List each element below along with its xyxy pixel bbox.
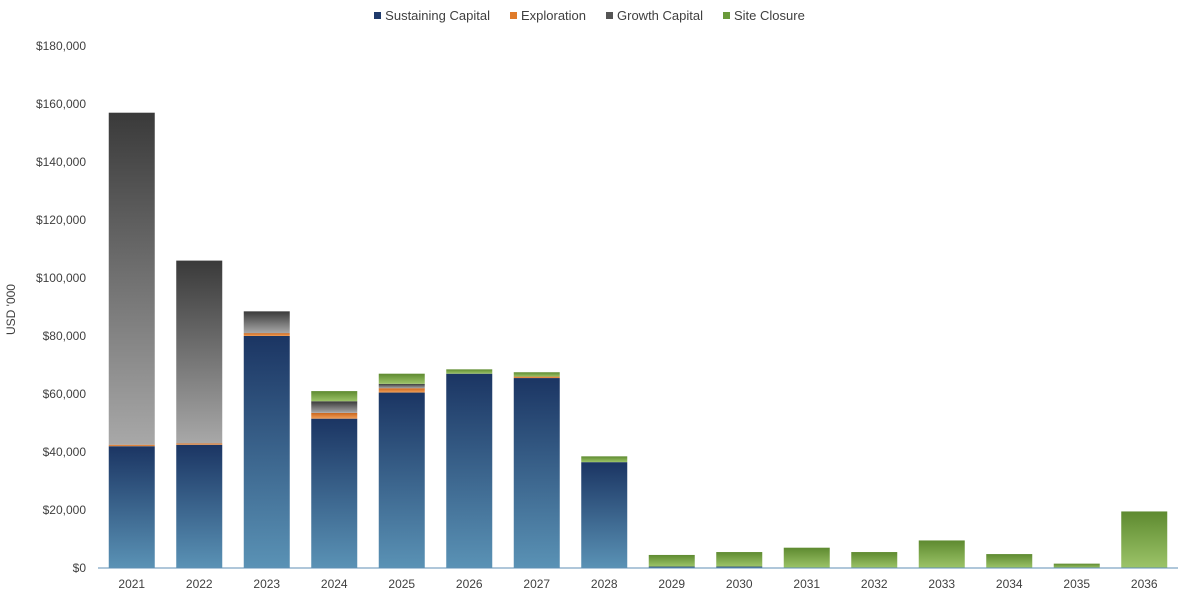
bar-segment-exploration-2022 xyxy=(176,443,223,445)
y-tick-label: $100,000 xyxy=(36,271,86,285)
chart-legend: Sustaining Capital Exploration Growth Capi… xyxy=(0,8,1179,23)
legend-item-growth-capital: Growth Capital xyxy=(606,8,703,23)
legend-label: Sustaining Capital xyxy=(385,8,490,23)
x-tick-label: 2029 xyxy=(658,577,685,591)
bar-segment-exploration-2024 xyxy=(311,412,358,419)
bar-segment-growth-capital-2024 xyxy=(311,401,358,413)
legend-swatch xyxy=(723,12,730,19)
legend-item-site-closure: Site Closure xyxy=(723,8,805,23)
x-tick-label: 2022 xyxy=(186,577,213,591)
bar-segment-site-closure-2029 xyxy=(648,554,695,567)
legend-item-sustaining-capital: Sustaining Capital xyxy=(374,8,490,23)
x-tick-label: 2027 xyxy=(523,577,550,591)
x-tick-label: 2028 xyxy=(591,577,618,591)
y-tick-label: $80,000 xyxy=(43,329,87,343)
legend-swatch xyxy=(374,12,382,19)
bar-segment-sustaining-capital-2021 xyxy=(108,446,155,568)
bar-segment-sustaining-capital-2023 xyxy=(243,336,290,568)
bar-segment-site-closure-2035 xyxy=(1053,563,1100,568)
bar-segment-sustaining-capital-2022 xyxy=(176,444,223,568)
legend-label: Exploration xyxy=(520,8,587,23)
bar-segment-exploration-2021 xyxy=(108,444,155,447)
bar-segment-sustaining-capital-2030 xyxy=(716,566,763,568)
bar-segment-site-closure-2033 xyxy=(918,540,965,568)
bar-segment-exploration-2027 xyxy=(513,376,560,379)
bar-segment-exploration-2025 xyxy=(378,388,425,393)
x-tick-label: 2035 xyxy=(1063,577,1090,591)
bar-segment-growth-capital-2022 xyxy=(176,260,223,444)
bars-group xyxy=(108,112,1168,568)
y-tick-label: $40,000 xyxy=(43,445,87,459)
y-axis: $0 $20,000 $40,000 $60,000 $80,000 $100,000 $1… xyxy=(36,39,86,575)
x-tick-label: 2033 xyxy=(928,577,955,591)
bar-segment-sustaining-capital-2027 xyxy=(513,378,560,568)
bar-segment-site-closure-2026 xyxy=(446,369,493,374)
bar-segment-site-closure-2036 xyxy=(1121,511,1168,568)
legend-swatch xyxy=(509,12,517,19)
y-tick-label: $120,000 xyxy=(36,213,86,227)
bar-segment-site-closure-2034 xyxy=(986,554,1033,568)
legend-label: Site Closure xyxy=(734,8,805,23)
bar-segment-sustaining-capital-2026 xyxy=(446,373,493,568)
x-tick-label: 2034 xyxy=(996,577,1023,591)
bar-segment-site-closure-2031 xyxy=(783,547,830,568)
x-tick-label: 2024 xyxy=(321,577,348,591)
x-tick-label: 2023 xyxy=(253,577,280,591)
y-tick-label: $20,000 xyxy=(43,503,87,517)
y-tick-label: $160,000 xyxy=(36,97,86,111)
y-tick-label: $0 xyxy=(73,561,87,575)
legend-label: Growth Capital xyxy=(617,8,703,23)
bar-segment-site-closure-2032 xyxy=(851,552,898,568)
bar-segment-site-closure-2025 xyxy=(378,373,425,384)
x-tick-label: 2032 xyxy=(861,577,888,591)
y-tick-label: $60,000 xyxy=(43,387,87,401)
x-tick-label: 2025 xyxy=(388,577,415,591)
y-tick-label: $180,000 xyxy=(36,39,86,53)
bar-segment-site-closure-2027 xyxy=(513,372,560,377)
bar-segment-sustaining-capital-2024 xyxy=(311,418,358,568)
bar-segment-growth-capital-2023 xyxy=(243,311,290,334)
legend-item-exploration: Exploration xyxy=(509,8,587,23)
x-tick-label: 2030 xyxy=(726,577,753,591)
bar-segment-growth-capital-2025 xyxy=(378,383,425,389)
bar-segment-site-closure-2028 xyxy=(581,456,628,463)
x-tick-label: 2036 xyxy=(1131,577,1158,591)
x-axis: 2021 2022 2023 2024 2025 2026 2027 2028 2029 2030… xyxy=(98,567,1178,591)
y-tick-label: $140,000 xyxy=(36,155,86,169)
legend-swatch xyxy=(606,12,614,19)
bar-segment-sustaining-capital-2028 xyxy=(581,462,628,568)
bar-segment-sustaining-capital-2029 xyxy=(648,566,695,568)
bar-segment-sustaining-capital-2025 xyxy=(378,392,425,568)
bar-segment-site-closure-2024 xyxy=(311,391,358,402)
x-tick-label: 2031 xyxy=(793,577,820,591)
bar-segment-growth-capital-2021 xyxy=(108,112,155,445)
bar-segment-site-closure-2030 xyxy=(716,552,763,567)
x-tick-label: 2026 xyxy=(456,577,483,591)
x-tick-label: 2021 xyxy=(118,577,145,591)
bar-segment-exploration-2023 xyxy=(243,333,290,336)
